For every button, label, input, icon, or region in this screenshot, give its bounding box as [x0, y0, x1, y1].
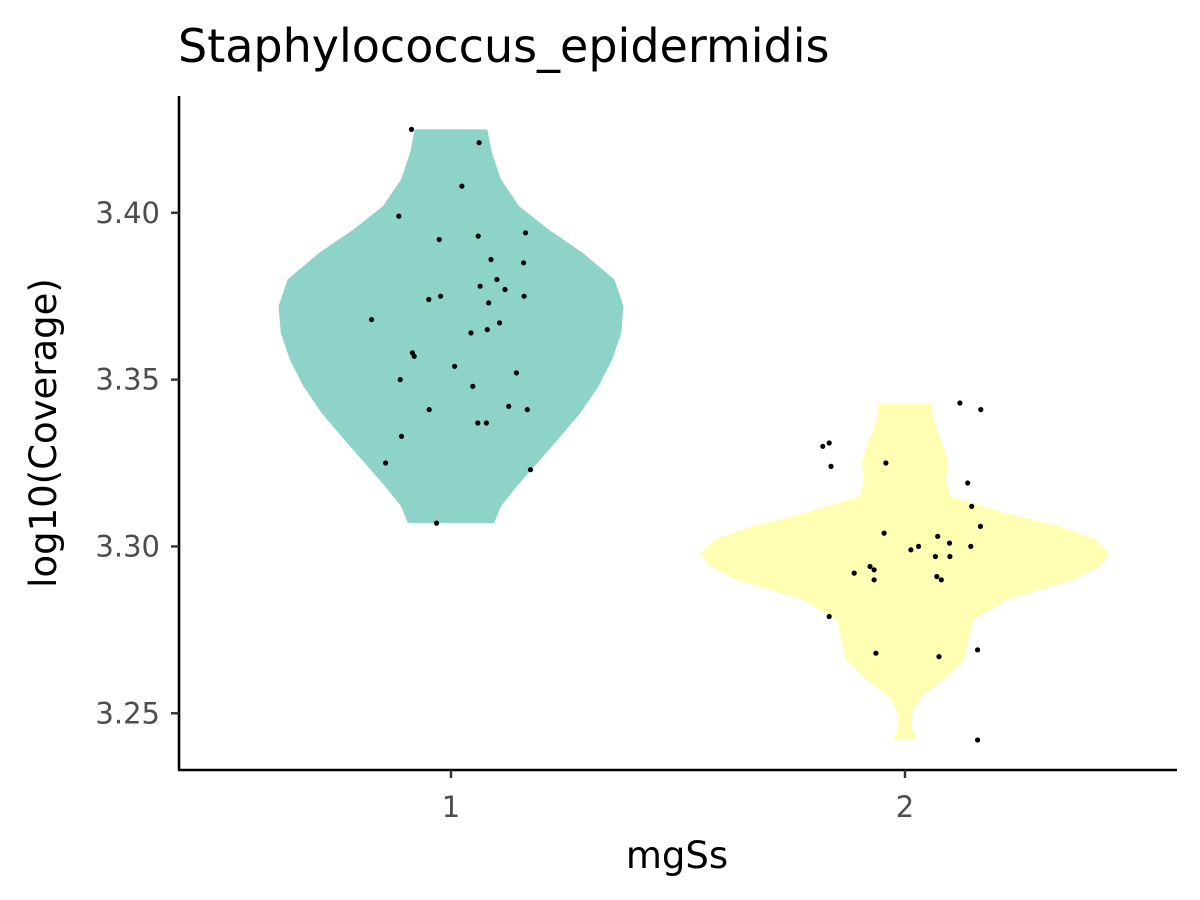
data-point — [411, 353, 417, 359]
data-point — [483, 420, 489, 426]
data-point — [426, 296, 432, 303]
data-point — [468, 330, 474, 336]
data-point — [883, 460, 889, 466]
data-point — [484, 327, 490, 333]
data-point — [873, 650, 879, 656]
data-point — [502, 286, 508, 293]
data-point — [851, 570, 857, 576]
y-axis-title: log10(Coverage) — [22, 278, 65, 588]
data-point — [826, 613, 832, 620]
data-point — [426, 407, 432, 413]
data-point — [527, 467, 534, 473]
data-point — [396, 213, 402, 219]
data-point — [521, 293, 527, 299]
data-point — [369, 317, 375, 323]
data-point — [826, 440, 832, 446]
data-point — [975, 647, 981, 653]
data-point — [947, 553, 953, 560]
data-point — [488, 256, 494, 263]
data-point — [506, 403, 512, 409]
data-point — [513, 370, 520, 376]
data-point — [871, 577, 877, 583]
y-axis-ticks: 3.25 3.30 3.35 3.40 — [95, 196, 179, 730]
data-point — [408, 126, 415, 132]
data-point — [475, 233, 481, 239]
x-tick-label: 1 — [442, 790, 460, 824]
data-point — [477, 283, 483, 289]
data-point — [916, 543, 922, 550]
data-point — [494, 276, 500, 283]
data-point — [934, 573, 940, 580]
data-point — [975, 737, 981, 743]
y-tick-label: 3.25 — [95, 696, 160, 730]
data-point — [938, 577, 944, 583]
data-point — [867, 563, 873, 570]
violin-1 — [278, 129, 624, 524]
chart-title: Staphylococcus_epidermidis — [178, 19, 829, 73]
violin-2 — [700, 403, 1110, 740]
data-point — [433, 520, 440, 526]
x-tick-label: 2 — [896, 790, 914, 824]
y-tick-label: 3.40 — [95, 196, 160, 230]
data-point — [881, 530, 887, 536]
data-point — [820, 443, 826, 449]
data-point — [438, 293, 444, 299]
data-point — [476, 140, 482, 146]
data-point — [828, 463, 834, 469]
data-point — [383, 460, 389, 466]
data-point — [957, 400, 963, 406]
data-point — [470, 383, 476, 389]
data-point — [486, 300, 492, 306]
data-point — [946, 540, 953, 546]
data-point — [436, 236, 442, 243]
data-point — [398, 433, 405, 439]
data-point — [524, 407, 530, 413]
y-tick-label: 3.35 — [95, 363, 160, 397]
data-point — [978, 407, 984, 413]
data-point — [965, 480, 971, 486]
data-point — [459, 183, 465, 189]
data-point — [475, 420, 481, 426]
data-point — [932, 553, 939, 560]
data-point — [969, 503, 975, 509]
data-point — [908, 547, 914, 553]
data-point — [452, 363, 458, 369]
data-point — [522, 230, 529, 236]
point-layer — [369, 126, 984, 743]
data-point — [397, 377, 403, 383]
data-point — [871, 567, 877, 573]
y-tick-label: 3.30 — [95, 529, 160, 563]
data-point — [497, 320, 503, 326]
data-point — [521, 260, 527, 266]
data-point — [935, 533, 941, 540]
violin-layer — [278, 129, 1110, 740]
data-point — [968, 543, 974, 550]
data-point — [977, 523, 984, 530]
x-axis-title: mgSs — [626, 834, 728, 877]
data-point — [936, 654, 942, 660]
